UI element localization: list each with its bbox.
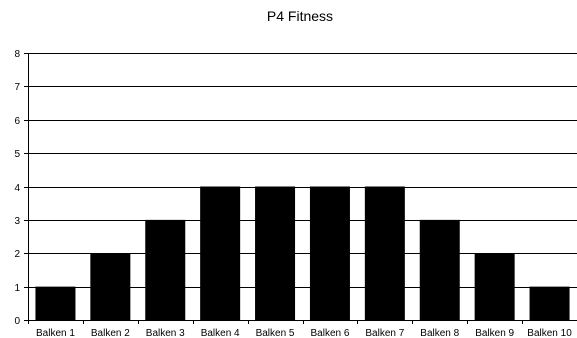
x-tick-label: Balken 1 xyxy=(36,328,75,338)
x-tick-label: Balken 8 xyxy=(420,328,459,338)
x-tick-label: Balken 10 xyxy=(527,328,572,338)
chart-title: P4 Fitness xyxy=(267,8,333,24)
bar xyxy=(35,286,76,320)
bar xyxy=(90,253,131,320)
y-tick-label: 0 xyxy=(14,316,20,327)
y-tick-label: 8 xyxy=(14,49,20,60)
bar xyxy=(200,186,241,320)
bars xyxy=(35,186,570,320)
y-tick-label: 2 xyxy=(14,249,20,260)
bar xyxy=(364,186,405,320)
bar xyxy=(255,186,296,320)
x-tick-label: Balken 7 xyxy=(365,328,404,338)
y-tick-label: 6 xyxy=(14,116,20,127)
y-tick-label: 5 xyxy=(14,149,20,160)
y-tick-labels: 0 1 2 3 4 5 6 7 8 xyxy=(14,49,20,327)
x-tick-label: Balken 6 xyxy=(310,328,349,338)
y-tick-label: 3 xyxy=(14,216,20,227)
x-tick-label: Balken 5 xyxy=(256,328,295,338)
bar xyxy=(529,286,570,320)
bar xyxy=(419,219,460,320)
y-tick-label: 1 xyxy=(14,283,20,294)
gridlines xyxy=(28,53,577,288)
y-tick-label: 7 xyxy=(14,82,20,93)
bar xyxy=(474,253,515,320)
x-tick-label: Balken 9 xyxy=(475,328,514,338)
bar xyxy=(309,186,350,320)
y-tick-label: 4 xyxy=(14,183,20,194)
bar xyxy=(145,219,186,320)
axes xyxy=(24,53,577,324)
x-tick-label: Balken 3 xyxy=(146,328,185,338)
x-tick-label: Balken 2 xyxy=(91,328,130,338)
x-tick-label: Balken 4 xyxy=(201,328,240,338)
x-tick-labels: Balken 1 Balken 2 Balken 3 Balken 4 Balken 5… xyxy=(36,328,572,338)
